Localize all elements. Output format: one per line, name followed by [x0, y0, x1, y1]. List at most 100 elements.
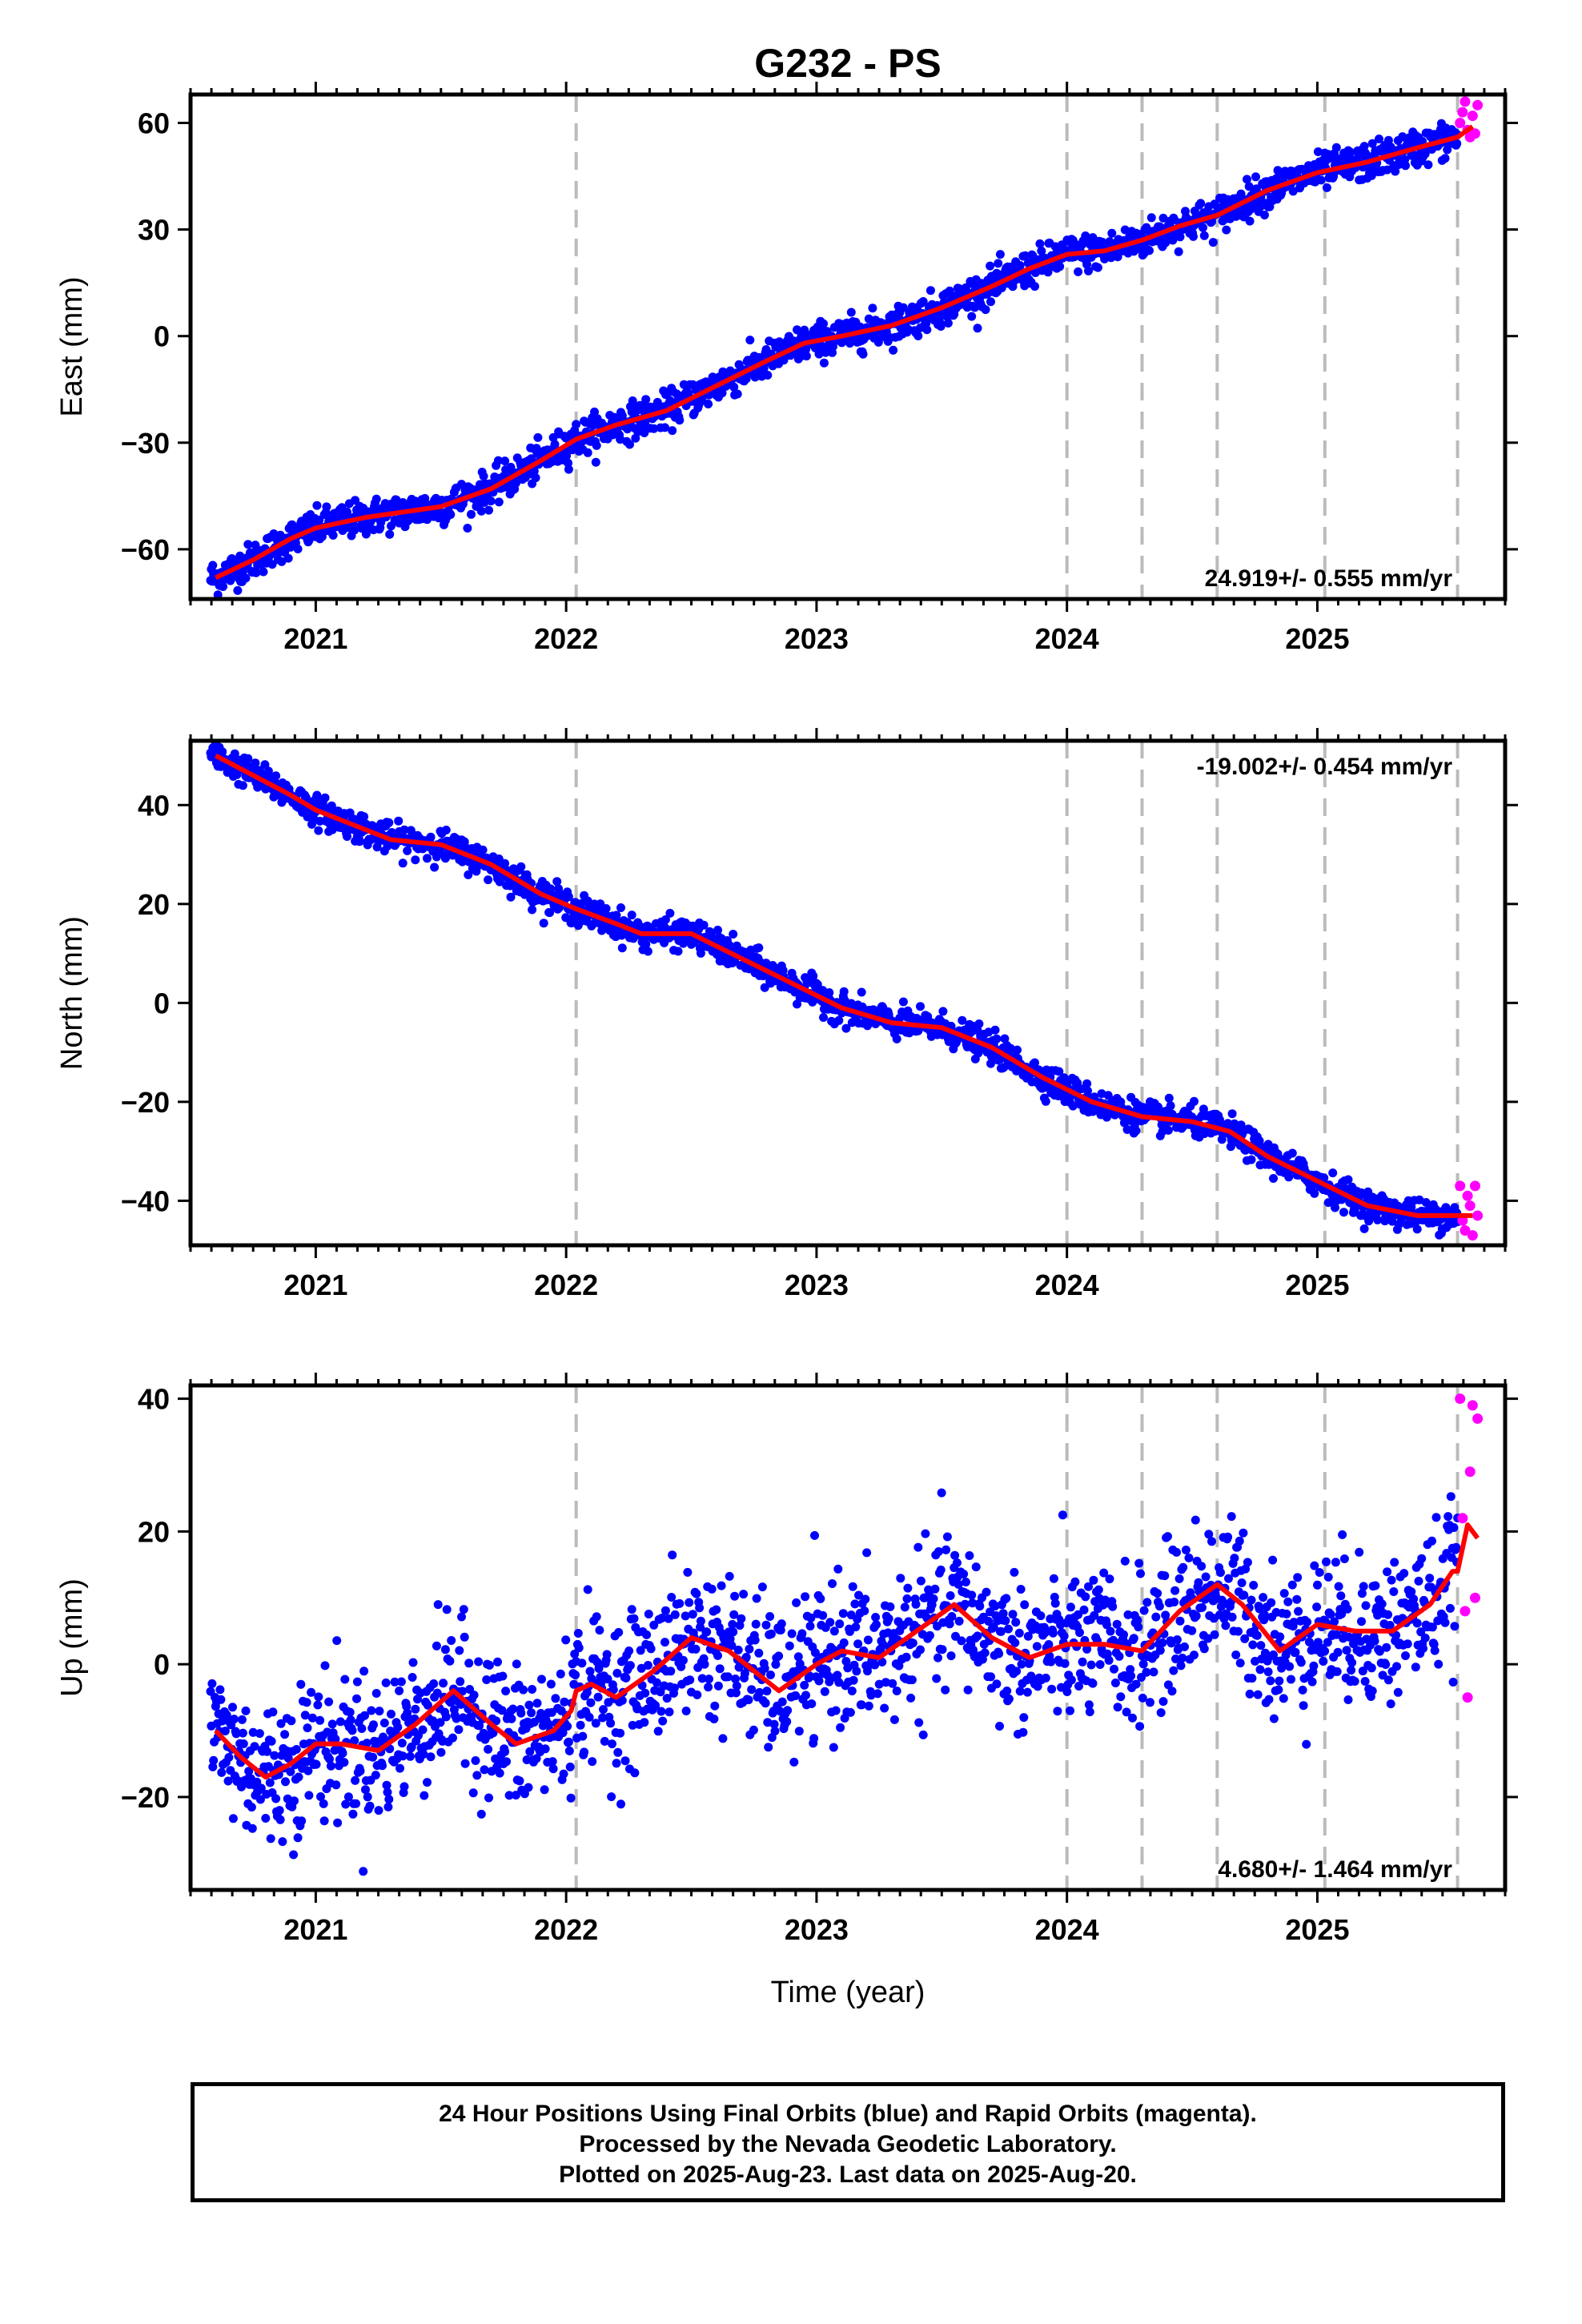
north-final-point: [809, 971, 818, 981]
north-final-point: [230, 749, 239, 758]
up-final-point: [774, 1651, 784, 1661]
up-final-point: [1088, 1679, 1098, 1688]
north-final-point: [661, 915, 670, 924]
up-final-point: [640, 1688, 650, 1698]
north-final-point: [516, 862, 526, 871]
up-final-point: [311, 1759, 321, 1769]
up-final-point: [990, 1602, 1000, 1610]
up-final-point: [620, 1756, 630, 1766]
up-final-point: [925, 1630, 934, 1640]
up-final-point: [614, 1627, 624, 1637]
up-final-point: [484, 1660, 494, 1670]
east-final-point: [564, 464, 573, 474]
east-final-point: [446, 510, 456, 519]
up-final-point: [454, 1725, 464, 1735]
up-final-point: [512, 1659, 521, 1669]
up-final-point: [1105, 1574, 1114, 1584]
north-final-point: [500, 858, 510, 868]
up-final-point: [351, 1775, 360, 1785]
north-final-point: [1227, 1109, 1237, 1119]
east-final-point: [467, 509, 476, 519]
north-rapid-point: [1469, 1180, 1480, 1192]
east-final-point: [1367, 171, 1376, 180]
up-final-point: [423, 1778, 432, 1787]
east-final-point: [661, 423, 669, 432]
east-final-point: [1222, 225, 1231, 235]
up-final-point: [602, 1650, 612, 1659]
up-final-point: [957, 1636, 966, 1646]
up-final-point: [854, 1590, 863, 1600]
up-final-point: [752, 1594, 761, 1603]
up-final-point: [707, 1584, 717, 1594]
up-final-point: [319, 1799, 328, 1808]
up-final-point: [359, 1667, 369, 1676]
up-final-point: [1110, 1664, 1118, 1674]
north-final-point: [218, 747, 227, 757]
north-final-point: [506, 892, 516, 902]
up-final-point: [577, 1659, 587, 1668]
up-final-point: [916, 1576, 926, 1586]
north-final-point: [327, 825, 337, 834]
up-final-point: [806, 1613, 816, 1622]
north-final-point: [1041, 1096, 1050, 1106]
up-final-point: [1036, 1611, 1046, 1621]
up-final-point: [459, 1605, 468, 1614]
up-final-point: [871, 1613, 881, 1622]
up-final-point: [1079, 1605, 1089, 1614]
up-final-point: [247, 1823, 257, 1833]
up-final-point: [237, 1715, 247, 1724]
up-final-point: [357, 1724, 367, 1733]
east-final-point: [1142, 223, 1151, 232]
up-final-point: [903, 1583, 913, 1593]
up-final-point: [1046, 1657, 1056, 1667]
up-final-point: [828, 1579, 837, 1588]
up-final-point: [408, 1658, 418, 1667]
east-final-point: [1074, 267, 1083, 276]
north-final-point: [617, 943, 627, 953]
up-final-point: [1070, 1577, 1080, 1586]
north-final-point: [464, 870, 473, 879]
east-final-point: [759, 364, 769, 373]
up-final-point: [914, 1718, 924, 1727]
up-final-point: [965, 1551, 974, 1560]
up-final-point: [563, 1722, 572, 1731]
north-xtick-label: 2023: [785, 1269, 849, 1301]
up-final-point: [340, 1675, 350, 1684]
east-final-point: [1331, 143, 1341, 152]
north-final-point: [1030, 1058, 1039, 1068]
north-final-point: [778, 966, 788, 975]
east-final-point: [1401, 161, 1410, 171]
east-final-point: [936, 322, 946, 331]
up-final-point: [345, 1707, 355, 1717]
north-final-point: [601, 904, 611, 913]
east-final-point: [926, 286, 935, 296]
north-ytick-label: 20: [138, 888, 170, 921]
east-final-point: [922, 325, 932, 335]
up-final-point: [248, 1727, 258, 1737]
up-final-point: [532, 1699, 542, 1708]
north-ytick-label: −40: [121, 1184, 170, 1217]
up-final-point: [643, 1661, 652, 1670]
up-final-point: [280, 1730, 290, 1739]
north-ytick-label: −20: [121, 1086, 170, 1119]
up-final-point: [841, 1657, 851, 1666]
east-final-point: [277, 557, 287, 566]
east-final-point: [1055, 262, 1065, 271]
up-final-point: [397, 1739, 407, 1748]
up-final-point: [833, 1564, 843, 1574]
up-final-point: [782, 1717, 792, 1727]
up-final-point: [331, 1735, 340, 1743]
up-final-point: [1094, 1585, 1103, 1594]
north-frame: [188, 738, 1508, 1248]
north-final-point: [995, 1055, 1005, 1064]
up-final-point: [755, 1687, 765, 1697]
east-final-point: [484, 505, 493, 515]
north-final-point: [839, 987, 849, 996]
up-final-point: [482, 1675, 492, 1684]
north-rapid-point: [1460, 1224, 1471, 1236]
up-final-point: [704, 1683, 713, 1692]
up-final-point: [548, 1764, 558, 1774]
north-final-point: [1164, 1093, 1174, 1103]
up-final-point: [606, 1719, 616, 1728]
